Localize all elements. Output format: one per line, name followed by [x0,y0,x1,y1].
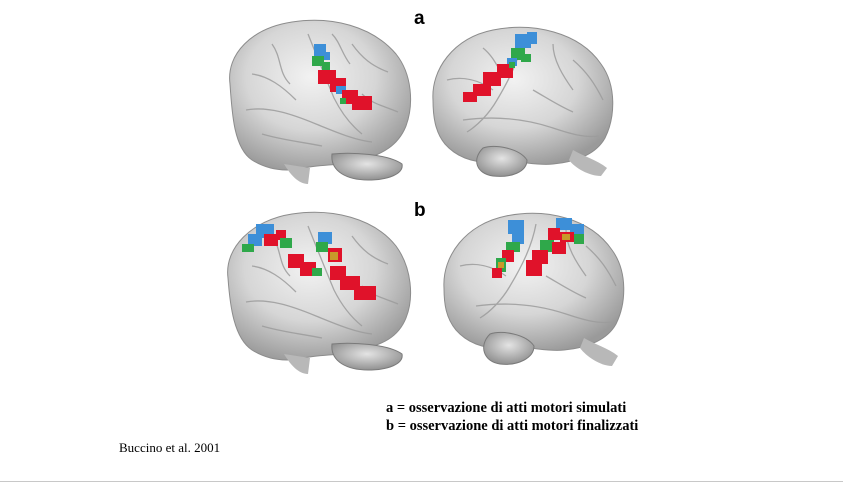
brain-b-right-hemisphere [443,212,625,366]
panel-label-b: b [414,200,426,221]
brain-a-right-hemisphere [432,26,614,177]
legend-line-b: b = osservazione di atti motori finalizz… [386,418,639,434]
panel-label-a: a [414,8,425,29]
legend-line-a: a = osservazione di atti motori simulati [386,400,627,416]
brain-b-left-hemisphere [227,211,412,374]
citation: Buccino et al. 2001 [119,440,221,455]
activation-cluster [492,218,584,278]
activation-cluster [242,224,376,300]
figure-legend: a = osservazione di atti motori simulati… [386,399,638,435]
activation-cluster [312,44,372,110]
bottom-divider [0,481,843,482]
activation-cluster [463,32,537,102]
brain-a-left-hemisphere [229,19,412,184]
